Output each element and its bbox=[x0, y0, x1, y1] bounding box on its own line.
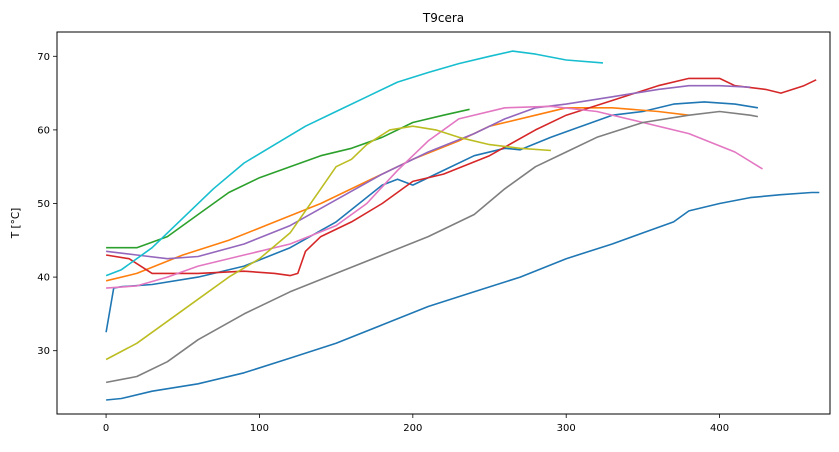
series-line-4 bbox=[105, 77, 817, 277]
y-tick-label: 30 bbox=[37, 346, 50, 357]
y-tick-label: 70 bbox=[37, 52, 50, 63]
plot-frame bbox=[56, 31, 831, 415]
x-tick-label: 200 bbox=[403, 423, 422, 434]
series-line-10 bbox=[106, 191, 820, 401]
y-axis-ticks: 30 40 50 60 70 bbox=[37, 52, 57, 357]
y-tick-label: 60 bbox=[37, 125, 50, 136]
series-line-7 bbox=[105, 110, 759, 384]
chart-title: T9cera bbox=[422, 11, 464, 25]
x-tick-label: 100 bbox=[250, 423, 269, 434]
axes-layer bbox=[56, 31, 831, 415]
series-line-1 bbox=[105, 101, 759, 333]
x-tick-label: 400 bbox=[710, 423, 729, 434]
series-line-2 bbox=[105, 107, 689, 282]
series-line-5 bbox=[106, 84, 751, 260]
series-layer bbox=[105, 50, 820, 401]
x-axis-ticks: 0 100 200 300 400 bbox=[103, 414, 729, 434]
y-axis-title: T [°C] bbox=[10, 208, 22, 240]
x-tick-label: 300 bbox=[557, 423, 576, 434]
series-line-8 bbox=[105, 125, 551, 361]
series-line-9 bbox=[105, 50, 604, 277]
series-line-3 bbox=[106, 108, 470, 249]
series-line-6 bbox=[106, 105, 763, 289]
y-tick-label: 40 bbox=[37, 273, 50, 284]
y-tick-label: 50 bbox=[37, 199, 50, 210]
x-tick-label: 0 bbox=[103, 423, 109, 434]
